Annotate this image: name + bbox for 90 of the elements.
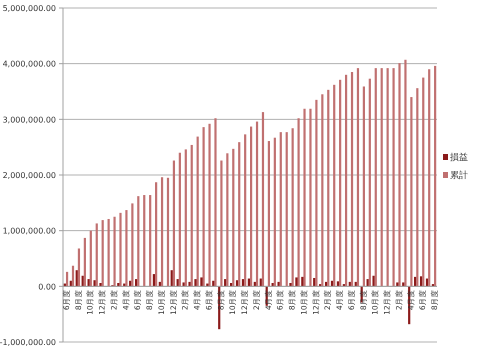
bar [224, 279, 226, 286]
legend-label: 累計 [450, 170, 468, 181]
bar [250, 126, 252, 286]
bar [129, 280, 132, 286]
bar [172, 160, 176, 286]
bar [402, 282, 404, 286]
bar [333, 84, 336, 286]
bar [362, 86, 365, 286]
bar [256, 122, 258, 286]
bar [220, 160, 223, 286]
bar [262, 112, 264, 286]
bar [344, 74, 348, 286]
bar [190, 144, 193, 286]
bar [292, 128, 294, 286]
bar [84, 238, 86, 286]
bar [178, 152, 181, 286]
bar [315, 100, 318, 286]
bar [374, 68, 377, 286]
bar [131, 203, 134, 286]
y-tick-label: 2,000,000.00 [2, 171, 56, 180]
bar [137, 196, 140, 286]
bar [410, 97, 412, 286]
y-tick-label: -1,000,000.00 [0, 338, 56, 347]
bar [386, 68, 389, 286]
bar [398, 63, 401, 286]
bar [396, 282, 398, 286]
bar [238, 142, 240, 286]
bar [434, 66, 436, 286]
bar [123, 284, 126, 286]
bar [170, 270, 173, 286]
y-tick-label: 0.00 [38, 282, 56, 292]
bar [286, 132, 288, 286]
bar [113, 216, 116, 286]
bar [72, 266, 74, 286]
bar [254, 282, 256, 286]
bar [202, 127, 205, 286]
bar [212, 280, 214, 286]
y-tick-label: 3,000,000.00 [2, 115, 56, 124]
bar [309, 108, 312, 286]
bar [117, 282, 120, 286]
bar [422, 78, 424, 286]
y-tick-label: 4,000,000.00 [2, 60, 56, 69]
bar [368, 78, 371, 286]
bar [244, 134, 246, 286]
bar [96, 223, 98, 286]
bar [268, 141, 270, 286]
bar [196, 136, 199, 286]
bar [119, 212, 122, 286]
bar [354, 282, 357, 286]
bar [214, 118, 217, 286]
bar [78, 248, 80, 286]
bar [392, 68, 395, 286]
bar [339, 80, 342, 286]
bar [327, 90, 330, 286]
bar [356, 68, 360, 286]
bar [108, 218, 110, 286]
bar [125, 210, 128, 286]
bar [206, 284, 208, 286]
y-tick-label: 1,000,000.00 [2, 226, 56, 236]
bar [404, 60, 407, 286]
y-tick-label: 5,000,000.00 [2, 4, 56, 13]
bar [348, 282, 351, 286]
bar [350, 72, 354, 286]
bar [76, 270, 78, 286]
bar [260, 278, 262, 286]
bar [160, 177, 164, 286]
bar [226, 153, 228, 286]
bar [155, 182, 158, 286]
legend-label: 損益 [450, 152, 468, 163]
bar [208, 124, 211, 286]
bar [303, 108, 306, 286]
bar [274, 138, 276, 286]
bar [232, 148, 234, 286]
bar [143, 195, 146, 286]
bar [297, 118, 300, 286]
bar [184, 149, 187, 286]
bar [380, 68, 383, 286]
bar [90, 230, 92, 286]
bar [149, 195, 152, 286]
bar [301, 276, 304, 286]
bar [166, 178, 170, 286]
bar [102, 220, 104, 286]
bar [280, 132, 282, 286]
bar [428, 69, 430, 286]
bar [176, 279, 179, 286]
bar [70, 280, 72, 286]
bar [321, 94, 324, 286]
bar [313, 278, 316, 286]
bar [416, 88, 418, 286]
bar [82, 276, 84, 286]
